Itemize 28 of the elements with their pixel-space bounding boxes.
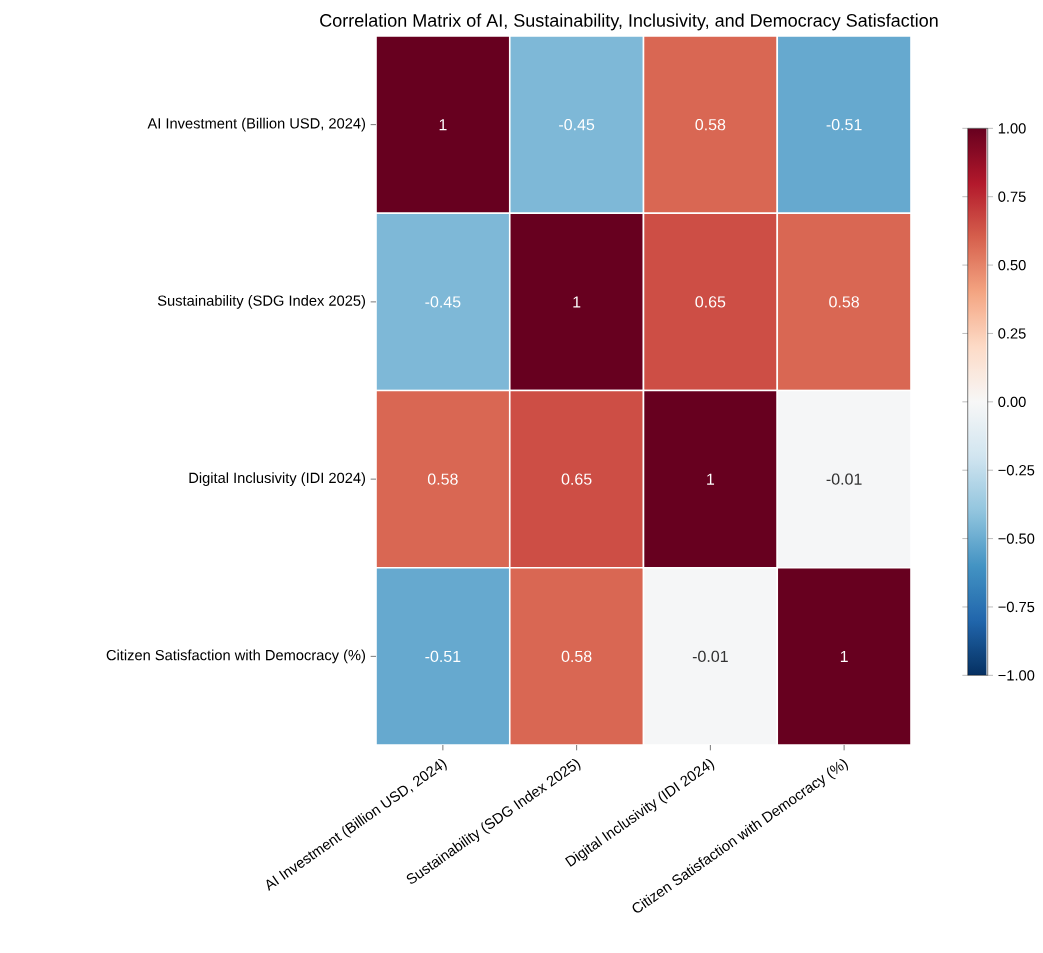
data-label: -0.01 — [826, 473, 862, 485]
color-bar-label: 1.00 — [998, 123, 1026, 134]
color-bar-label: 0.00 — [998, 396, 1026, 408]
data-label: -0.01 — [692, 650, 728, 663]
data-label: 0.58 — [427, 473, 458, 485]
y-tick-label: AI Investment (Billion USD, 2024) — [147, 117, 366, 132]
y-tick-label: Sustainability (SDG Index 2025) — [157, 295, 366, 309]
color-bar-label: −1.00 — [998, 670, 1035, 681]
data-label: 0.65 — [561, 473, 592, 485]
data-label: -0.51 — [826, 118, 862, 131]
data-label: 1 — [573, 296, 581, 308]
y-tick-label: Citizen Satisfaction with Democracy (%) — [106, 649, 366, 664]
chart-title: Correlation Matrix of AI, Sustainability, Inclusivity, and Democracy Satisfaction — [320, 13, 938, 31]
data-label: 0.65 — [695, 296, 726, 308]
color-bar-label: 0.25 — [998, 328, 1026, 339]
data-label: 0.58 — [561, 650, 592, 663]
y-tick-label: Digital Inclusivity (IDI 2024) — [189, 472, 366, 486]
color-bar-label: −0.25 — [998, 465, 1035, 476]
data-label: 1 — [840, 650, 848, 662]
data-label: -0.51 — [425, 650, 461, 663]
data-label: -0.45 — [425, 296, 461, 308]
color-bar-label: −0.75 — [998, 601, 1035, 613]
data-label: 1 — [439, 119, 447, 131]
data-label: 0.58 — [829, 296, 859, 308]
color-bar-label: 0.75 — [998, 191, 1026, 202]
color-bar-label: −0.50 — [998, 533, 1035, 544]
color-bar-label: 0.50 — [998, 259, 1026, 271]
data-label: 1 — [707, 473, 715, 485]
